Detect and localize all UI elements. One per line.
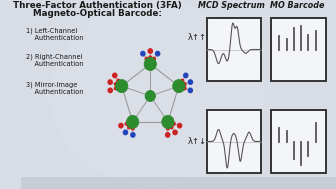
Circle shape [108, 88, 112, 93]
Bar [271, 18, 326, 81]
Bar [207, 110, 261, 173]
Text: 1) Left-Channel
    Authentication: 1) Left-Channel Authentication [26, 27, 83, 41]
Circle shape [115, 87, 117, 90]
Circle shape [141, 51, 145, 56]
Bar [271, 110, 326, 173]
Circle shape [123, 130, 128, 135]
Circle shape [115, 83, 117, 86]
Circle shape [173, 80, 185, 93]
Circle shape [116, 80, 128, 93]
Circle shape [125, 122, 128, 125]
Circle shape [166, 133, 170, 137]
Text: λ↑↑H: λ↑↑H [188, 33, 214, 42]
Circle shape [162, 115, 174, 128]
Bar [207, 18, 261, 81]
Circle shape [127, 115, 139, 128]
Text: MO Barcode: MO Barcode [270, 1, 325, 10]
Text: 3) Mirror-Image
    Authentication: 3) Mirror-Image Authentication [26, 81, 83, 95]
Circle shape [153, 57, 155, 60]
Circle shape [177, 123, 182, 128]
Circle shape [145, 57, 148, 60]
Circle shape [148, 49, 152, 53]
Circle shape [149, 56, 152, 59]
Circle shape [131, 133, 135, 137]
Circle shape [188, 88, 193, 93]
Circle shape [188, 80, 193, 84]
Text: Three-Factor Authentication (3FA): Three-Factor Authentication (3FA) [13, 1, 182, 10]
Text: 2) Right-Channel
    Authentication: 2) Right-Channel Authentication [26, 53, 83, 67]
Text: λ↑↓H: λ↑↓H [188, 138, 214, 146]
Circle shape [173, 130, 177, 135]
Circle shape [183, 83, 186, 86]
Circle shape [145, 91, 156, 101]
Circle shape [170, 126, 173, 129]
Circle shape [128, 126, 130, 129]
Text: MCD Spectrum: MCD Spectrum [198, 1, 264, 10]
Circle shape [166, 127, 169, 130]
Circle shape [131, 127, 134, 130]
Circle shape [119, 123, 123, 128]
Circle shape [181, 79, 184, 82]
Circle shape [144, 57, 156, 70]
Ellipse shape [49, 2, 265, 187]
Circle shape [113, 73, 117, 78]
Circle shape [117, 79, 120, 82]
Text: Magneto-Optical Barcode:: Magneto-Optical Barcode: [33, 9, 162, 18]
Bar [21, 177, 336, 189]
Circle shape [184, 73, 188, 78]
Circle shape [183, 87, 186, 90]
Circle shape [172, 122, 175, 125]
Circle shape [156, 51, 160, 56]
Circle shape [108, 80, 112, 84]
